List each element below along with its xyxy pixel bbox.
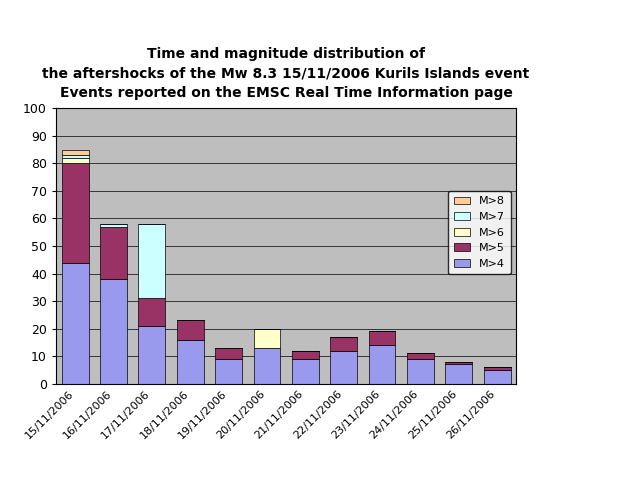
Bar xyxy=(100,227,127,279)
Title: Time and magnitude distribution of
the aftershocks of the Mw 8.3 15/11/2006 Kuri: Time and magnitude distribution of the a… xyxy=(42,47,530,100)
Bar xyxy=(62,158,88,163)
Bar xyxy=(254,329,281,348)
Bar xyxy=(407,353,434,359)
Bar xyxy=(215,348,242,359)
Bar xyxy=(62,163,88,263)
Bar xyxy=(62,150,88,155)
Bar xyxy=(292,359,318,384)
Bar xyxy=(484,370,511,384)
Bar xyxy=(215,359,242,384)
Bar xyxy=(62,155,88,158)
Bar xyxy=(292,351,318,359)
Bar xyxy=(177,339,203,384)
Bar xyxy=(484,367,511,370)
Bar xyxy=(369,332,396,345)
Bar xyxy=(62,263,88,384)
Bar xyxy=(139,298,165,326)
Bar xyxy=(445,365,472,384)
Bar xyxy=(330,337,357,351)
Bar xyxy=(100,224,127,227)
Bar xyxy=(254,348,281,384)
Bar xyxy=(330,351,357,384)
Bar xyxy=(407,359,434,384)
Bar xyxy=(139,224,165,298)
Bar xyxy=(177,320,203,339)
Bar xyxy=(369,345,396,384)
Bar xyxy=(139,326,165,384)
Legend: M>8, M>7, M>6, M>5, M>4: M>8, M>7, M>6, M>5, M>4 xyxy=(448,191,511,274)
Bar xyxy=(445,362,472,365)
Bar xyxy=(100,279,127,384)
